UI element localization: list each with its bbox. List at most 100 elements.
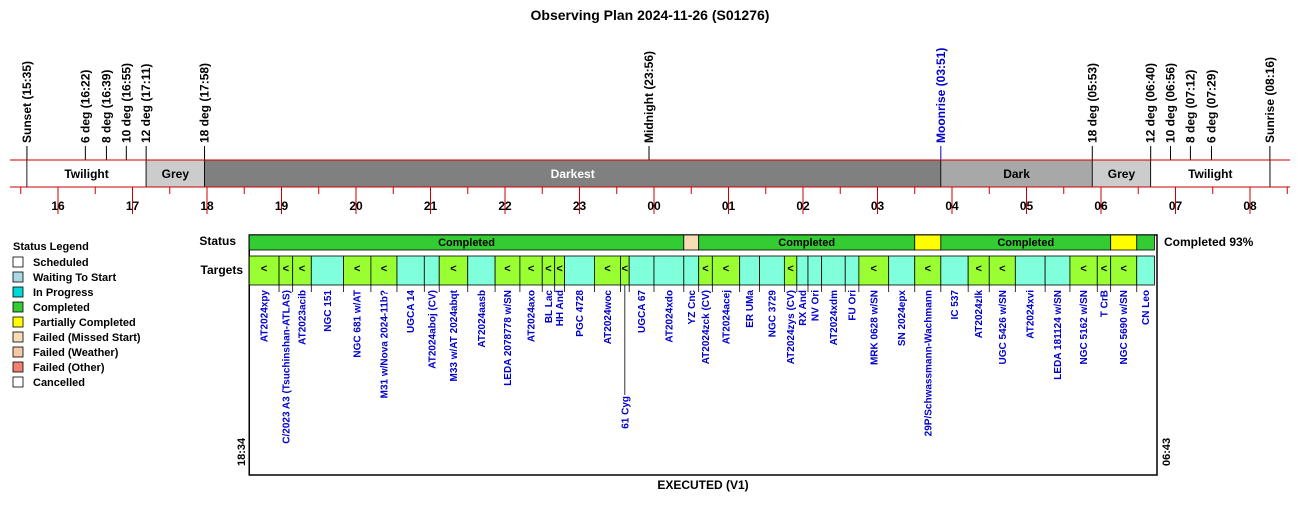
target-name: YZ Cnc [687, 290, 698, 325]
sky-event-markers: Sunset (15:35) 6 deg (16:22) 8 deg (16:39)… [20, 48, 1277, 187]
target-marker: < [354, 263, 360, 275]
target-block [988, 255, 1016, 286]
hour-axis: 16 17 18 19 20 21 22 23 00 01 02 03 04 05 06 07 08 [20, 187, 1288, 214]
plan-end-time: 06:43 [1161, 438, 1173, 466]
sky-event-label: 18 deg (17:58) [198, 63, 212, 143]
sky-event-label: 10 deg (06:56) [1164, 63, 1178, 143]
target-name: UGCA 14 [406, 290, 417, 333]
target-name: AT2024aboj (CV) [427, 290, 438, 369]
legend-swatch [12, 301, 24, 313]
hour-label: 21 [424, 199, 438, 213]
target-name: AT2024aasb [477, 290, 488, 348]
target-block [858, 255, 890, 286]
target-block [940, 255, 969, 286]
sky-event-label: 18 deg (05:53) [1085, 63, 1099, 143]
target-name: AT2024xvi [1026, 290, 1037, 339]
target-marker: < [504, 263, 510, 275]
target-block [1069, 255, 1098, 286]
legend-item-label: In Progress [33, 287, 94, 299]
legend-swatch [12, 361, 24, 373]
target-marker: < [1080, 263, 1086, 275]
completion-summary: Completed 93% [1164, 235, 1254, 249]
sky-event-label: 12 deg (06:40) [1144, 63, 1158, 143]
target-marker: < [545, 263, 551, 275]
target-name: AT2024xpy [260, 290, 271, 343]
legend-item-label: Scheduled [33, 257, 89, 269]
target-marker: < [450, 263, 456, 275]
hour-label: 22 [498, 199, 512, 213]
target-name: IC 537 [950, 290, 961, 320]
target-block [370, 255, 398, 286]
target-name: M33 w/AT 2024abqt [449, 289, 460, 381]
target-block [564, 255, 595, 286]
target-block [594, 255, 621, 286]
hour-label: 02 [796, 199, 810, 213]
target-block [796, 255, 809, 286]
legend-swatch [12, 331, 24, 343]
hour-label: 00 [647, 199, 661, 213]
status-segment-label: Completed [438, 237, 495, 249]
sky-band-label: Grey [162, 167, 190, 181]
target-marker: < [261, 263, 267, 275]
target-name: 29P/Schwassmann-Wachmann [923, 290, 934, 436]
hour-label: 06 [1094, 199, 1108, 213]
status-bar: Completed Completed Completed [248, 234, 1158, 476]
sky-event-label: 8 deg (07:12) [1183, 70, 1197, 143]
sky-brightness-bands: Twilight Grey Darkest Dark Grey Twilight [10, 159, 1290, 188]
target-name: AT2024acej [722, 290, 733, 345]
sky-band-label: Grey [1108, 167, 1136, 181]
target-name: AT2023acib [297, 290, 308, 345]
hour-label: 23 [573, 199, 587, 213]
target-name: FU Ori [848, 290, 859, 321]
target-name: AT2024xdo [664, 290, 675, 343]
target-marker: < [528, 263, 534, 275]
target-block [1136, 255, 1155, 286]
legend-swatch [12, 256, 24, 268]
hour-label: 20 [349, 199, 363, 213]
status-segment [1110, 234, 1138, 251]
target-name: AT2024axo [527, 290, 538, 342]
hour-label: 18 [200, 199, 214, 213]
legend-swatch [12, 346, 24, 358]
legend-item-label: Cancelled [33, 377, 85, 389]
target-name: AT2024zlk [974, 290, 985, 339]
target-marker: < [723, 263, 729, 275]
hour-label: 07 [1169, 199, 1183, 213]
target-name: UGCA 67 [637, 290, 648, 333]
target-block [248, 255, 280, 286]
target-name: UGC 5426 w/SN [998, 290, 1009, 364]
sky-event-label: Midnight (23:56) [642, 51, 656, 143]
target-name: CN Leo [1141, 290, 1152, 325]
target-block [423, 255, 440, 286]
target-block [739, 255, 760, 286]
hour-label: 19 [275, 199, 289, 213]
status-segment-label: Completed [778, 237, 835, 249]
target-block [844, 255, 860, 286]
target-marker: < [702, 263, 708, 275]
target-marker: < [999, 263, 1005, 275]
target-name: AT2024xdm [829, 290, 840, 346]
targets-row-label: Targets [201, 263, 244, 277]
target-marker: < [604, 263, 610, 275]
target-name: NGC 5162 w/SN [1079, 290, 1090, 364]
target-block [914, 255, 942, 286]
sky-band [1150, 159, 1271, 188]
sky-band [940, 159, 1093, 188]
target-name: 61 Cyg [620, 396, 631, 429]
sky-band-label: Dark [1003, 167, 1030, 181]
target-name: LEDA 181124 w/SN [1053, 290, 1064, 380]
target-name: NV Ori [810, 290, 821, 321]
target-block [1014, 255, 1046, 286]
target-block [1110, 255, 1138, 286]
target-marker: < [871, 263, 877, 275]
sky-event-label: 10 deg (16:55) [119, 63, 133, 143]
legend-swatch [12, 316, 24, 328]
sky-event-label: 6 deg (16:22) [78, 70, 92, 143]
sky-event-label: Sunrise (08:16) [1263, 57, 1277, 143]
target-block [1044, 255, 1071, 286]
sky-band-label: Twilight [1188, 167, 1232, 181]
target-marker: < [622, 263, 628, 275]
target-name: AT2024zck (CV) [701, 290, 712, 364]
target-block [343, 255, 372, 286]
